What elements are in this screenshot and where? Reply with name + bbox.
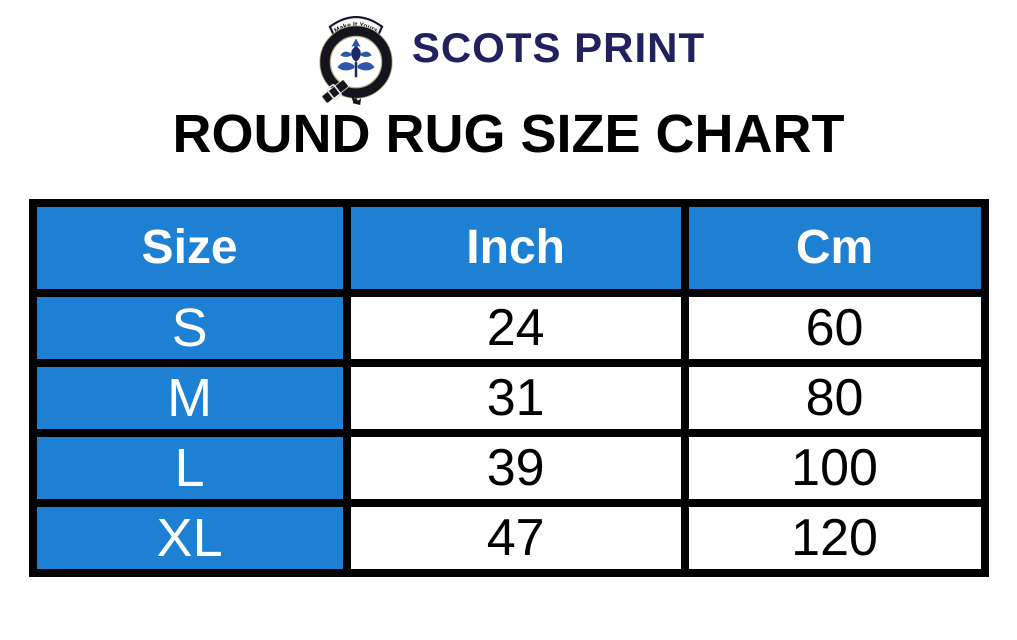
thistle-icon bbox=[337, 38, 375, 77]
brand-name: SCOTS PRINT bbox=[411, 24, 706, 71]
inch-value: 31 bbox=[342, 358, 689, 437]
cm-value: 80 bbox=[680, 358, 989, 437]
table-row-l: L 39 100 bbox=[28, 428, 989, 507]
size-label: XL bbox=[28, 498, 351, 577]
page-title: ROUND RUG SIZE CHART bbox=[172, 104, 845, 164]
size-label: M bbox=[28, 358, 351, 437]
size-label: S bbox=[28, 288, 351, 367]
inch-value: 24 bbox=[342, 288, 689, 367]
table-row-s: S 24 60 bbox=[28, 288, 989, 367]
header-row: Size Inch Cm bbox=[28, 198, 989, 297]
inch-value: 47 bbox=[342, 498, 689, 577]
column-header-size: Size bbox=[28, 198, 351, 297]
cm-value: 60 bbox=[680, 288, 989, 367]
cm-value: 100 bbox=[680, 428, 989, 507]
inch-value: 39 bbox=[342, 428, 689, 507]
belt-buckle-icon bbox=[321, 79, 349, 103]
table-row-m: M 31 80 bbox=[28, 358, 989, 437]
clan-crest-icon: Make It Yours bbox=[319, 15, 393, 105]
cm-value: 120 bbox=[680, 498, 989, 577]
size-chart-table: Size Inch Cm S 24 60 M 31 80 L 39 100 bbox=[28, 198, 989, 577]
column-header-cm: Cm bbox=[680, 198, 989, 297]
column-header-inch: Inch bbox=[342, 198, 689, 297]
brand-logo: Make It Yours SCOTS bbox=[0, 0, 1017, 105]
table-row-xl: XL 47 120 bbox=[28, 498, 989, 577]
size-label: L bbox=[28, 428, 351, 507]
